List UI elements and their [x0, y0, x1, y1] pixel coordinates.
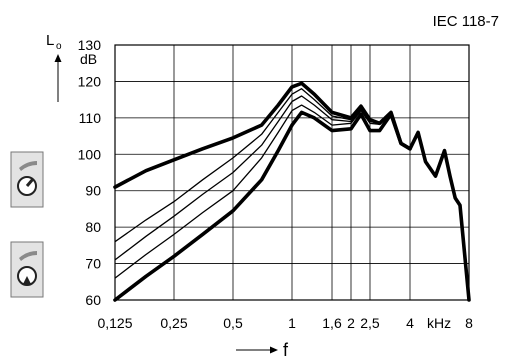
- x-tick-label: 2,5: [360, 315, 380, 331]
- y-axis-symbol: L: [46, 32, 54, 49]
- y-axis-unit: dB: [80, 51, 97, 67]
- knob-high-pointer: [25, 178, 35, 187]
- series-line-2: [114, 88, 392, 243]
- y-tick-label: 120: [78, 73, 102, 89]
- y-axis-subscript: o: [56, 41, 62, 52]
- x-axis-arrow-head: [270, 346, 278, 354]
- x-tick-label: 4: [406, 315, 414, 331]
- series-line-1: [113, 81, 471, 302]
- x-tick-label: 8: [465, 315, 473, 331]
- y-tick-label: 90: [85, 183, 101, 199]
- x-axis-unit: kHz: [427, 315, 451, 331]
- x-axis-label: f: [236, 340, 289, 360]
- x-tick-label: 0,5: [223, 315, 243, 331]
- y-tick-label: 80: [85, 219, 101, 235]
- knob-low-pointer: [23, 276, 31, 284]
- y-tick-label: 70: [85, 256, 101, 272]
- y-tick-label: 130: [78, 37, 102, 53]
- volume-knob-high-icon: [10, 151, 44, 208]
- knob-low-arc: [19, 251, 37, 261]
- series-line-5: [113, 110, 412, 302]
- y-axis-label: L o: [46, 32, 62, 102]
- x-tick-label: 1: [288, 315, 296, 331]
- standard-label: IEC 118-7: [433, 13, 499, 30]
- y-axis-arrow-head: [54, 54, 62, 62]
- x-axis-symbol: f: [283, 340, 289, 360]
- volume-knob-low-icon: [10, 241, 44, 298]
- series-line-3: [114, 95, 392, 261]
- y-tick-label: 100: [78, 146, 102, 162]
- knob-high-arc: [19, 161, 37, 171]
- x-tick-label: 2: [347, 315, 355, 331]
- chart-ticks: 60 70 80 90 100 110 120 130 0,125 0,25 0,5 1 1,6 2 2,5…: [78, 37, 473, 331]
- x-tick-label: 1,6: [322, 315, 342, 331]
- x-tick-label: 0,25: [160, 315, 187, 331]
- series-line-4: [114, 104, 392, 279]
- x-tick-label: 0,125: [97, 315, 132, 331]
- plot-frame: [114, 44, 470, 301]
- y-tick-label: 110: [79, 110, 102, 126]
- y-tick-label: 60: [85, 292, 101, 308]
- chart-curves: [113, 81, 471, 302]
